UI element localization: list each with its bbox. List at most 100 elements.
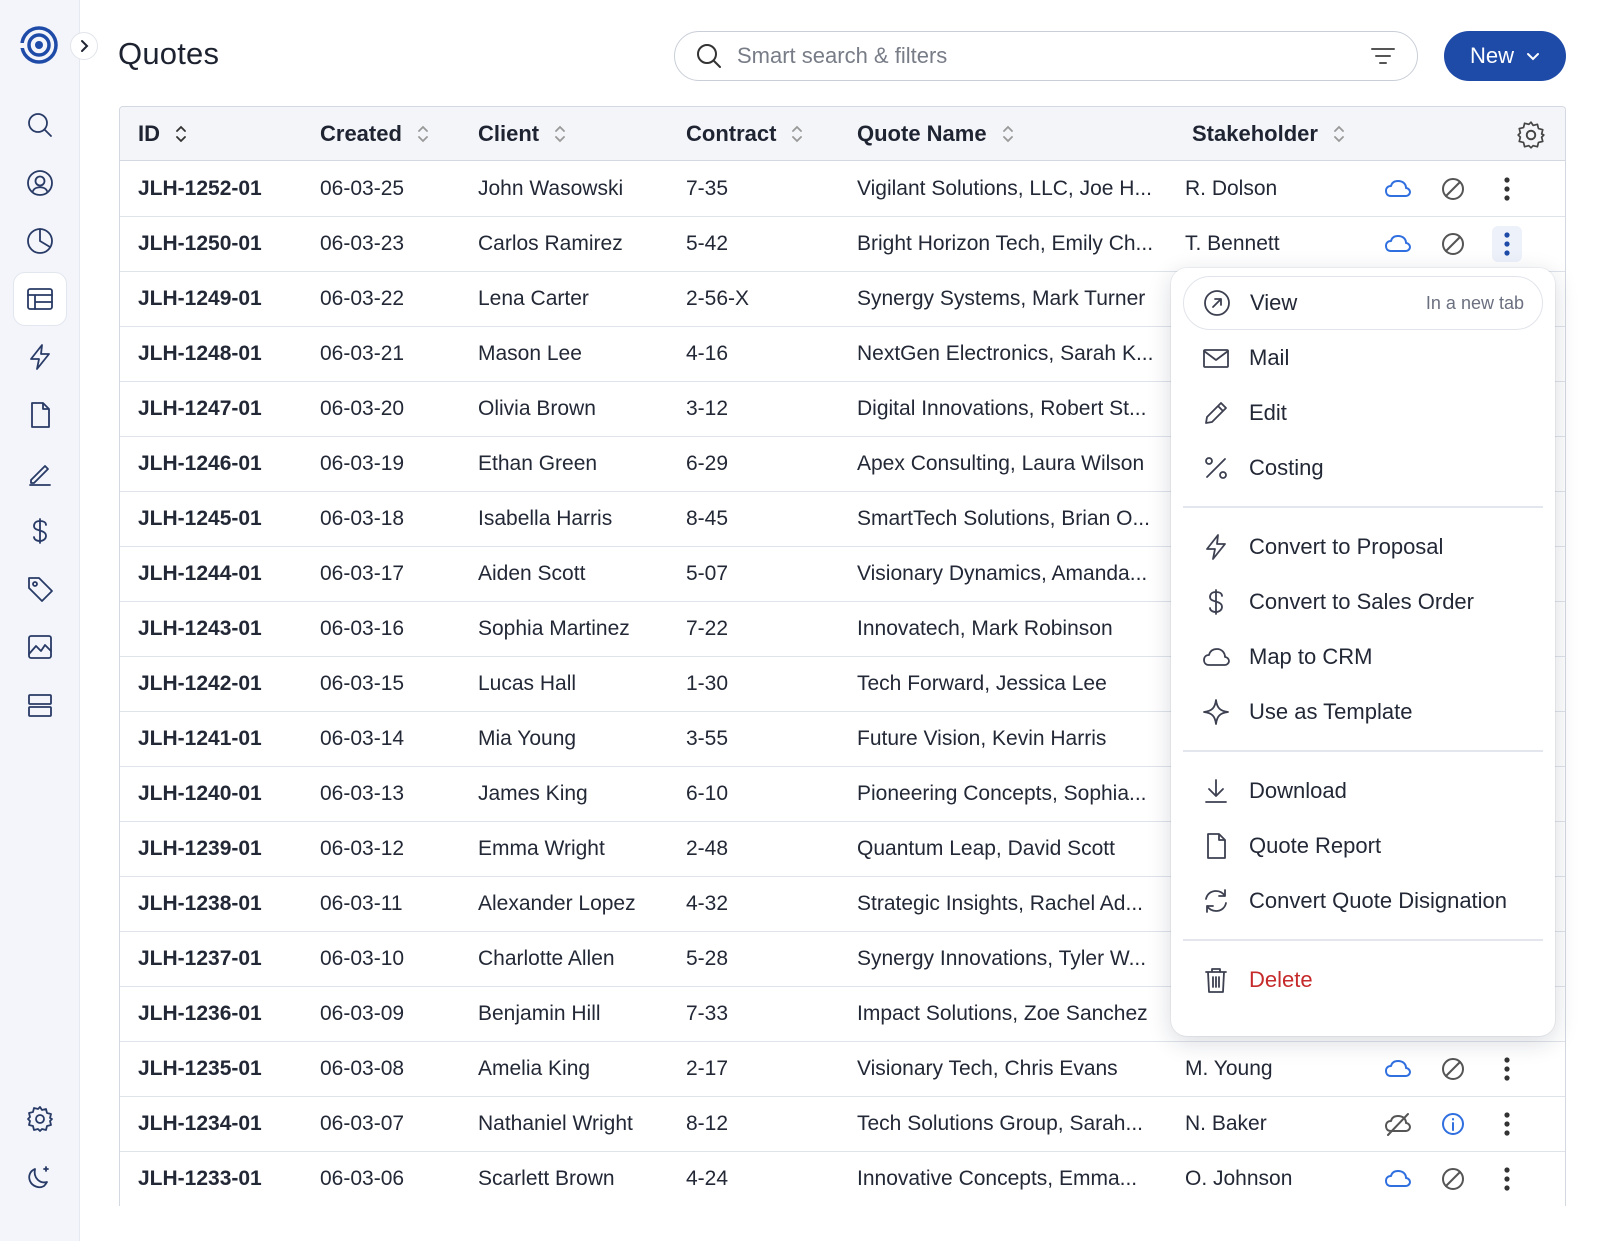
cell-created: 06-03-13 — [320, 782, 405, 805]
row-more-actions-button[interactable] — [1492, 1051, 1522, 1087]
cell-stakeholder: N. Baker — [1185, 1112, 1267, 1135]
nav-catalog[interactable] — [13, 678, 67, 732]
cell-quote: Tech Forward, Jessica Lee — [857, 672, 1107, 695]
menu-item-convert-quote-designation[interactable]: Convert Quote Disignation — [1183, 874, 1543, 928]
nav-documents[interactable] — [13, 388, 67, 442]
table-row[interactable]: JLH-1236-01 06-03-09 Benjamin Hill 7-33 Impa… — [120, 986, 1565, 1042]
column-header-quote-name[interactable]: Quote Name — [857, 107, 1015, 161]
blocked-icon[interactable] — [1438, 1054, 1468, 1084]
row-more-actions-button[interactable] — [1492, 226, 1522, 262]
image-chart-icon — [28, 635, 52, 659]
nav-theme-toggle[interactable] — [13, 1150, 67, 1204]
table-row[interactable]: JLH-1237-01 06-03-10 Charlotte Allen 5-28 Sy… — [120, 931, 1565, 987]
table-row[interactable]: JLH-1248-01 06-03-21 Mason Lee 4-16 NextGen … — [120, 326, 1565, 382]
table-row[interactable]: JLH-1245-01 06-03-18 Isabella Harris 8-45 Sm… — [120, 491, 1565, 547]
cell-contract: 7-22 — [686, 617, 729, 640]
cell-created: 06-03-19 — [320, 452, 405, 475]
blocked-icon[interactable] — [1438, 229, 1468, 259]
cell-created: 06-03-06 — [320, 1167, 405, 1190]
table-row[interactable]: JLH-1242-01 06-03-15 Lucas Hall 1-30 Tech Fo… — [120, 656, 1565, 712]
menu-item-edit[interactable]: Edit — [1183, 386, 1543, 440]
column-header-stakeholder[interactable]: Stakeholder — [1192, 107, 1346, 161]
cell-id: JLH-1241-01 — [138, 727, 262, 750]
cell-id: JLH-1240-01 — [138, 782, 262, 805]
cell-created: 06-03-16 — [320, 617, 405, 640]
crm-synced-icon[interactable] — [1383, 174, 1413, 204]
cell-client: Amelia King — [478, 1057, 591, 1080]
menu-item-convert-to-proposal[interactable]: Convert to Proposal — [1183, 520, 1543, 574]
smart-search[interactable] — [674, 31, 1418, 81]
filter-icon[interactable] — [1369, 42, 1397, 70]
info-icon[interactable] — [1438, 1109, 1468, 1139]
nav-proposals[interactable] — [13, 330, 67, 384]
table-row[interactable]: JLH-1233-01 06-03-06 Scarlett Brown 4-24 Inn… — [120, 1151, 1565, 1206]
cell-quote: Visionary Dynamics, Amanda... — [857, 562, 1148, 585]
menu-item-delete[interactable]: Delete — [1183, 953, 1543, 1007]
menu-item-use-as-template[interactable]: Use as Template — [1183, 685, 1543, 739]
row-more-actions-button[interactable] — [1492, 1106, 1522, 1142]
menu-item-convert-to-sales-order[interactable]: Convert to Sales Order — [1183, 575, 1543, 629]
menu-item-quote-report[interactable]: Quote Report — [1183, 819, 1543, 873]
crm-synced-icon[interactable] — [1383, 229, 1413, 259]
menu-item-costing[interactable]: Costing — [1183, 441, 1543, 495]
column-settings-icon[interactable] — [1515, 119, 1547, 151]
cell-quote: Bright Horizon Tech, Emily Ch... — [857, 232, 1154, 255]
nav-analytics[interactable] — [13, 620, 67, 674]
sidebar-expand-button[interactable] — [70, 32, 98, 60]
nav-contracts[interactable] — [13, 446, 67, 500]
menu-item-map-to-crm[interactable]: Map to CRM — [1183, 630, 1543, 684]
table-row[interactable]: JLH-1240-01 06-03-13 James King 6-10 Pioneer… — [120, 766, 1565, 822]
app-logo-icon[interactable] — [18, 24, 60, 66]
nav-pricing[interactable] — [13, 562, 67, 616]
blocked-icon[interactable] — [1438, 174, 1468, 204]
column-header-id[interactable]: ID — [138, 107, 188, 161]
column-label: Stakeholder — [1192, 121, 1318, 146]
cell-client: Scarlett Brown — [478, 1167, 615, 1190]
cell-client: Lena Carter — [478, 287, 589, 310]
user-circle-icon — [27, 170, 53, 196]
new-button[interactable]: New — [1444, 31, 1566, 81]
table-row[interactable]: JLH-1246-01 06-03-19 Ethan Green 6-29 Apex C… — [120, 436, 1565, 492]
cell-id: JLH-1235-01 — [138, 1057, 262, 1080]
cell-client: Charlotte Allen — [478, 947, 615, 970]
crm-not-synced-icon[interactable] — [1383, 1109, 1413, 1139]
nav-quotes[interactable] — [13, 272, 67, 326]
blocked-icon[interactable] — [1438, 1164, 1468, 1194]
settings-icon — [27, 1106, 53, 1132]
table-row[interactable]: JLH-1239-01 06-03-12 Emma Wright 2-48 Quantu… — [120, 821, 1565, 877]
cell-contract: 5-42 — [686, 232, 729, 255]
column-header-client[interactable]: Client — [478, 107, 567, 161]
menu-item-label: Convert to Sales Order — [1249, 589, 1474, 614]
crm-synced-icon[interactable] — [1383, 1054, 1413, 1084]
row-more-actions-button[interactable] — [1492, 1161, 1522, 1197]
table-row[interactable]: JLH-1241-01 06-03-14 Mia Young 3-55 Future V… — [120, 711, 1565, 767]
chevron-right-icon — [81, 40, 89, 52]
table-row[interactable]: JLH-1234-01 06-03-07 Nathaniel Wright 8-12 T… — [120, 1096, 1565, 1152]
menu-item-view[interactable]: View In a new tab — [1183, 276, 1543, 330]
search-input[interactable] — [737, 43, 1369, 69]
row-more-actions-button[interactable] — [1492, 171, 1522, 207]
cell-quote: Innovatech, Mark Robinson — [857, 617, 1113, 640]
cell-created: 06-03-17 — [320, 562, 405, 585]
sidebar — [0, 0, 98, 1241]
table-row[interactable]: JLH-1235-01 06-03-08 Amelia King 2-17 Vision… — [120, 1041, 1565, 1097]
table-row[interactable]: JLH-1250-01 06-03-23 Carlos Ramirez 5-42 Bri… — [120, 216, 1565, 272]
table-row[interactable]: JLH-1238-01 06-03-11 Alexander Lopez 4-32 St… — [120, 876, 1565, 932]
nav-sales[interactable] — [13, 504, 67, 558]
nav-search[interactable] — [13, 98, 67, 152]
column-header-contract[interactable]: Contract — [686, 107, 804, 161]
more-vertical-icon — [1504, 177, 1510, 201]
menu-item-mail[interactable]: Mail — [1183, 331, 1543, 385]
nav-settings[interactable] — [13, 1092, 67, 1146]
menu-item-download[interactable]: Download — [1183, 764, 1543, 818]
table-row[interactable]: JLH-1252-01 06-03-25 John Wasowski 7-35 Vigi… — [120, 161, 1565, 217]
table-row[interactable]: JLH-1244-01 06-03-17 Aiden Scott 5-07 Vision… — [120, 546, 1565, 602]
layers-icon — [28, 694, 52, 717]
crm-synced-icon[interactable] — [1383, 1164, 1413, 1194]
table-row[interactable]: JLH-1249-01 06-03-22 Lena Carter 2-56-X Syne… — [120, 271, 1565, 327]
cell-id: JLH-1236-01 — [138, 1002, 262, 1025]
nav-contacts[interactable] — [13, 156, 67, 210]
nav-reports[interactable] — [13, 214, 67, 268]
document-icon — [1207, 833, 1226, 859]
column-header-created[interactable]: Created — [320, 107, 430, 161]
